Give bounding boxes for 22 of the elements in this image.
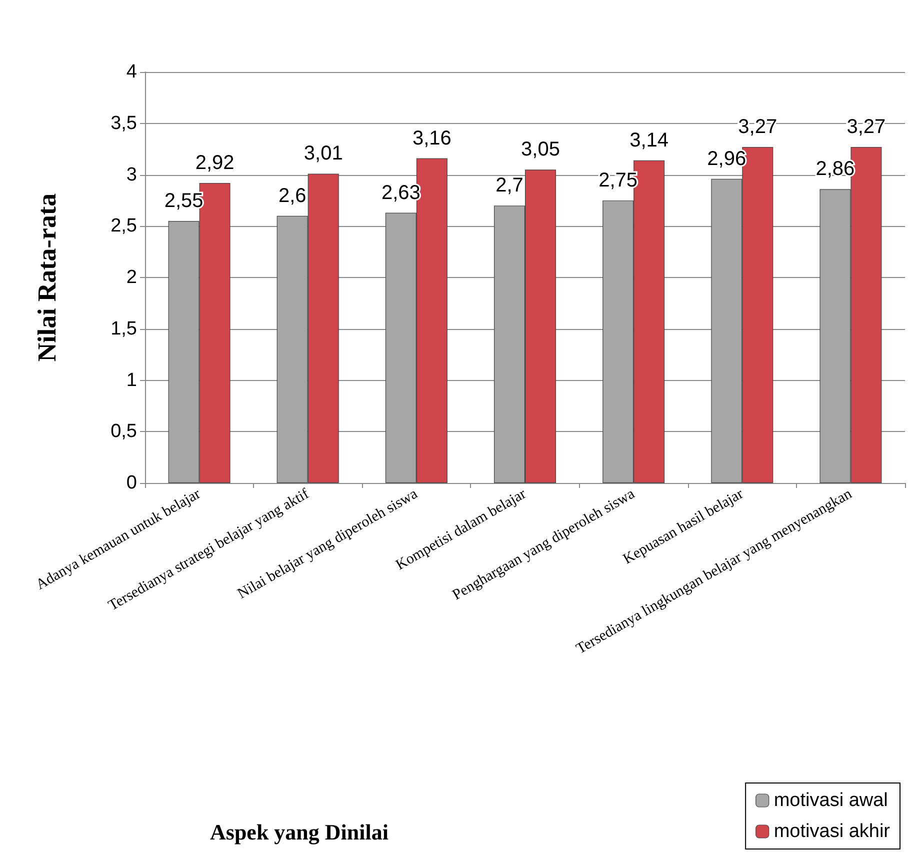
y-tick-label: 2,5 xyxy=(110,216,137,237)
data-label: 3,27 xyxy=(738,116,778,138)
data-label: 3,27 xyxy=(846,116,886,138)
data-label: 2,92 xyxy=(195,152,234,174)
y-tick-label: 1 xyxy=(126,370,137,391)
text: Aspek yang Dinilai xyxy=(210,820,388,844)
legend-label: motivasi awal xyxy=(774,790,888,811)
y-tick-label: 1,5 xyxy=(110,318,137,340)
y-tick-label: 3,5 xyxy=(110,112,137,134)
y-tick-label: 2 xyxy=(126,267,137,288)
y-tick-label: 4 xyxy=(126,62,138,82)
y-axis-title: Nilai Rata-rata xyxy=(32,193,62,362)
y-tick-label: 0 xyxy=(126,472,137,494)
data-label: 2,7 xyxy=(496,174,524,197)
y-tick-label: 3 xyxy=(126,164,137,186)
data-label: 3,16 xyxy=(412,127,452,150)
data-label: 3,01 xyxy=(304,142,343,165)
legend-label: motivasi akhir xyxy=(774,821,891,842)
data-label: 3,14 xyxy=(630,129,669,152)
data-label: 2,6 xyxy=(278,184,306,207)
y-tick-label: 0,5 xyxy=(110,421,137,442)
data-label: 3,05 xyxy=(521,138,560,161)
